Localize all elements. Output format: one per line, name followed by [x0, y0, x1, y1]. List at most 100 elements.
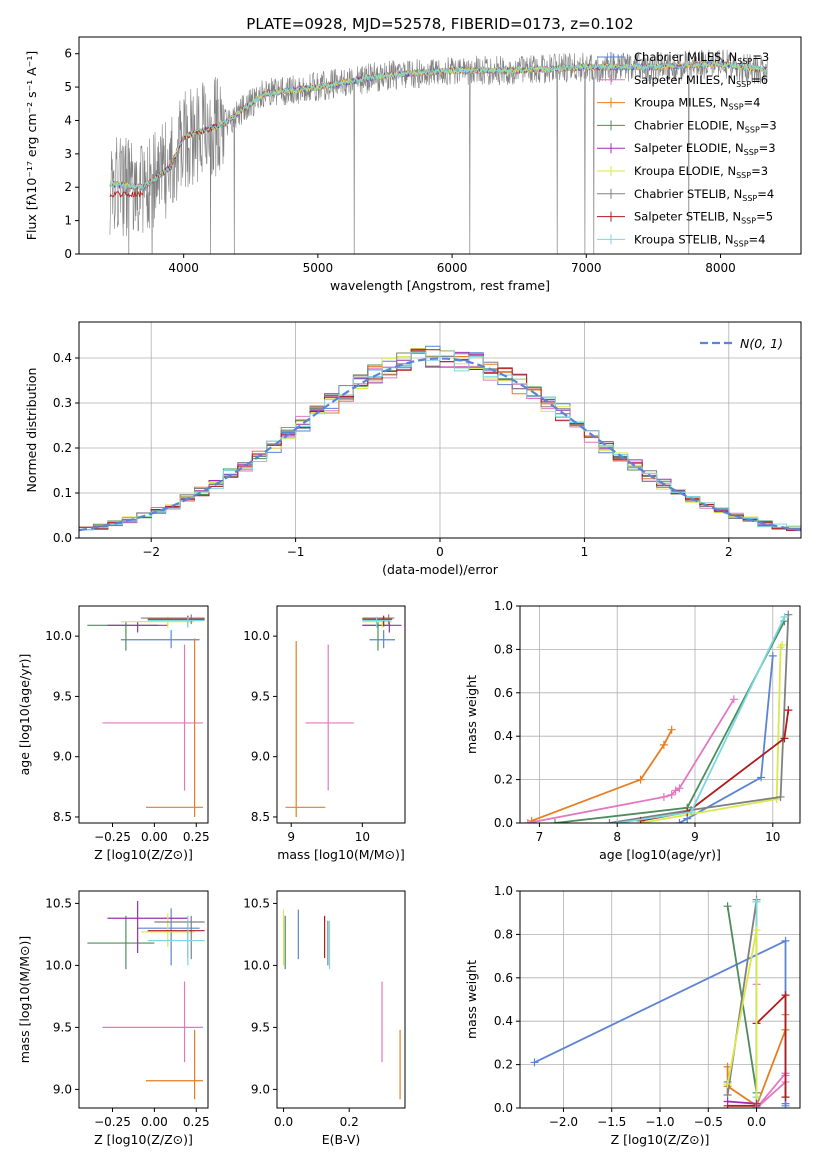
series-line [678, 655, 774, 823]
panel-age-vs-Z: −0.25 0.00 0.25 8.5 9.0 9.5 10.0 Z [log10(Z/Z⊙)… [17, 605, 210, 862]
tick-label-y: 0.6 [494, 971, 513, 985]
tick-label-x: −0.25 [94, 830, 131, 844]
axis-label-x: Z [log10(Z/Z⊙)] [94, 847, 193, 862]
tick-label-y: 0.3 [53, 396, 72, 410]
legend-entry: Kroupa ELODIE, NSSP=3 [634, 164, 768, 180]
tick-label-y: 6 [64, 47, 72, 61]
plot-area-age-vs-mass [285, 614, 402, 817]
tick-label-y: 9.5 [251, 1020, 270, 1034]
axis-label-x: Z [log10(Z/Z⊙)] [611, 1132, 710, 1147]
data-marker [784, 706, 793, 715]
data-marker [780, 612, 789, 621]
tick-label-x: 0.00 [141, 830, 168, 844]
axis-label-y: mass weight [464, 960, 479, 1039]
data-marker [530, 1058, 539, 1067]
data-marker [523, 819, 532, 823]
tick-label-x: −1.5 [597, 1115, 626, 1129]
tick-label-x: 6000 [437, 261, 468, 275]
axes-frame [78, 36, 802, 255]
legend-entry: Salpeter STELIB, NSSP=5 [634, 210, 773, 226]
data-marker [723, 1097, 732, 1106]
tick-label-y: 0.8 [494, 642, 513, 656]
tick-label-x: 7000 [571, 261, 602, 275]
data-marker [752, 926, 761, 935]
tick-label-x: 9 [691, 830, 699, 844]
figure-title: PLATE=0928, MJD=52578, FIBERID=0173, z=0… [246, 15, 633, 33]
axis-label-x: Z [log10(Z/Z⊙)] [94, 1132, 193, 1147]
tick-label-x: 5000 [303, 261, 334, 275]
series-line [609, 614, 790, 823]
tick-label-x: 1 [581, 545, 589, 559]
tick-label-y: 9.5 [53, 1020, 72, 1034]
tick-label-x: 10 [765, 830, 780, 844]
axis-label-y: Flux [fλ10⁻¹⁷ erg cm⁻² s⁻¹ A⁻¹] [24, 51, 39, 240]
data-marker [729, 695, 738, 704]
data-marker [778, 641, 787, 650]
plot-area-mass-vs-ebv [282, 909, 401, 1100]
data-marker [605, 819, 614, 823]
tick-label-y: 0.0 [494, 1101, 513, 1115]
tick-label-y: 1.0 [494, 599, 513, 613]
tick-label-x: 0.0 [274, 1115, 293, 1129]
tick-label-x: 0.25 [183, 1115, 210, 1129]
tick-label-y: 1.0 [494, 884, 513, 898]
data-marker [636, 775, 645, 784]
data-marker [667, 790, 676, 799]
tick-label-x: 4000 [168, 261, 199, 275]
tick-label-y: 0 [64, 247, 72, 261]
tick-label-y: 9.5 [53, 689, 72, 703]
axis-label-x: age [log10(age/yr)] [599, 847, 721, 862]
tick-label-x: −1 [287, 545, 305, 559]
tick-label-y: 0.2 [494, 773, 513, 787]
tick-label-x: −1.0 [645, 1115, 674, 1129]
axes-frame [519, 605, 801, 824]
data-marker [781, 1093, 790, 1102]
axes-frame [276, 890, 406, 1109]
axis-label-x: mass [log10(M/M⊙)] [277, 847, 405, 862]
axis-label-y: mass [log10(M/M⊙)] [17, 936, 32, 1064]
axis-label-x: E(B-V) [322, 1132, 361, 1147]
axis-label-x: wavelength [Angstrom, rest frame] [330, 278, 550, 293]
panel-residuals: N(0, 1) −2 −1 0 1 2 0.0 0.1 0.2 0.3 0.4 (data-model… [24, 321, 802, 577]
plot-area-spectrum [109, 49, 768, 254]
tick-label-y: 5 [64, 80, 72, 94]
tick-label-x: 8 [613, 830, 621, 844]
tick-label-y: 9.0 [251, 1082, 270, 1096]
axes-frame [78, 605, 209, 824]
histogram-step [79, 350, 801, 531]
data-marker [752, 1099, 761, 1108]
panel-spectrum: Chabrier MILES, NSSP=3 Salpeter MILES, NS… [24, 36, 802, 293]
tick-label-y: 4 [64, 113, 72, 127]
axis-label-x: (data-model)/error [382, 562, 499, 577]
tick-label-y: 9.0 [53, 1082, 72, 1096]
legend-entry: Salpeter ELODIE, NSSP=3 [634, 141, 776, 157]
tick-label-y: 0.6 [494, 686, 513, 700]
series-line [527, 698, 735, 823]
tick-label-y: 10.5 [243, 896, 270, 910]
series-line [617, 616, 786, 823]
tick-label-y: 0.4 [53, 351, 72, 365]
tick-label-y: 10.0 [45, 629, 72, 643]
tick-label-y: 10.0 [243, 629, 270, 643]
plot-area-mass-vs-Z [87, 900, 205, 1100]
tick-label-x: 9 [287, 830, 295, 844]
normal-curve [79, 357, 801, 532]
tick-label-x: −0.5 [694, 1115, 723, 1129]
tick-label-y: 0.0 [494, 816, 513, 830]
data-marker [781, 936, 790, 945]
tick-label-y: 8.5 [251, 810, 270, 824]
series-line [554, 620, 786, 823]
tick-label-y: 3 [64, 147, 72, 161]
axes-frame [78, 890, 209, 1109]
plot-area-massweight-vs-Z [530, 895, 790, 1108]
tick-label-y: 0.1 [53, 486, 72, 500]
tick-label-y: 9.0 [251, 750, 270, 764]
tick-label-y: 10.0 [45, 958, 72, 972]
data-marker [768, 651, 777, 660]
data-marker [752, 897, 761, 906]
data-marker [675, 784, 684, 793]
series-line [640, 644, 783, 823]
tick-label-y: 1 [64, 214, 72, 228]
tick-label-x: 0 [436, 545, 444, 559]
series-line [531, 729, 673, 822]
